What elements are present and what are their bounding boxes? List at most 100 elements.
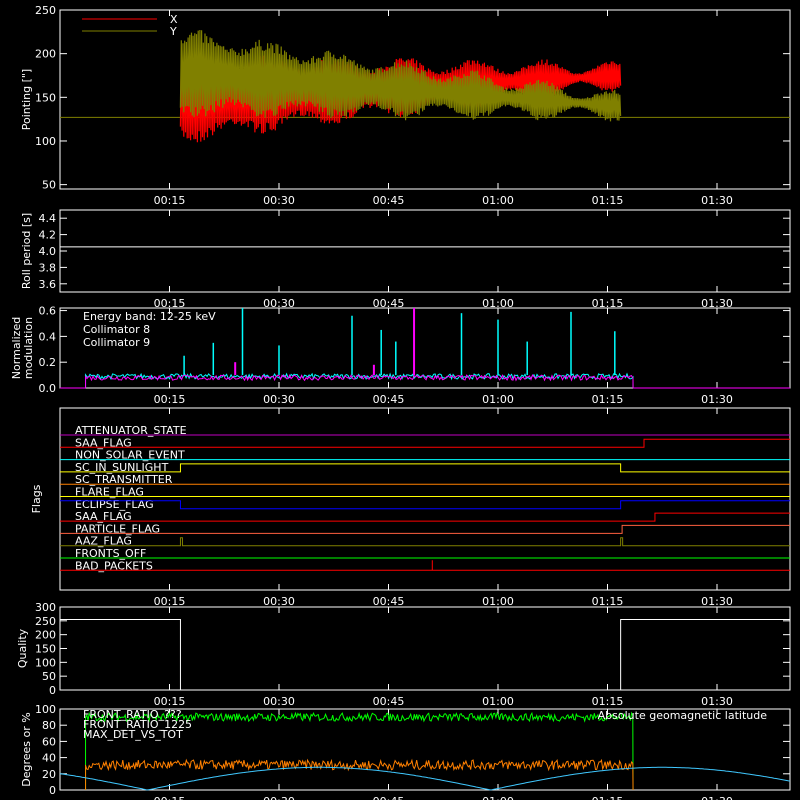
- y-axis-label: Normalized: [10, 317, 23, 379]
- flag-label: SAA_FLAG: [75, 510, 132, 523]
- x-tick-label: 01:15: [592, 393, 624, 406]
- flag-label: PARTICLE_FLAG: [75, 522, 160, 535]
- flag-label: FLARE_FLAG: [75, 486, 144, 499]
- x-tick-label: 00:30: [263, 795, 295, 800]
- y-tick-label: 60: [42, 735, 56, 748]
- x-tick-label: 00:15: [154, 297, 186, 310]
- y-tick-label: 0.4: [39, 330, 57, 343]
- panel-frame-5: [59, 708, 791, 791]
- y-tick-label: 0.0: [39, 382, 57, 395]
- x-tick-label: 01:00: [482, 194, 514, 207]
- flag-label: FRONTS_OFF: [75, 547, 146, 560]
- y-tick-label: 250: [35, 4, 56, 17]
- y-tick-label: 50: [42, 670, 56, 683]
- legend-label: MAX_DET_VS_TOT: [83, 728, 183, 741]
- x-tick-label: 01:15: [592, 595, 624, 608]
- flag-label: SAA_FLAG: [75, 436, 132, 449]
- quality-line: [60, 618, 790, 691]
- y-axis-label: Degrees or %: [20, 712, 33, 786]
- y-tick-label: 0.2: [39, 356, 57, 369]
- y-tick-label: 250: [35, 615, 56, 628]
- x-tick-label: 00:30: [263, 194, 295, 207]
- y-axis-label: modulation: [22, 317, 35, 379]
- flag-label: SC_TRANSMITTER: [75, 473, 173, 486]
- x-tick-label: 00:45: [373, 393, 405, 406]
- panel-frame-0: [59, 9, 791, 190]
- collimator-9-line: [84, 373, 634, 389]
- y-tick-label: 100: [35, 656, 56, 669]
- x-tick-label: 01:00: [482, 393, 514, 406]
- x-tick-label: 00:15: [154, 194, 186, 207]
- x-tick-label: 01:15: [592, 695, 624, 708]
- x-tick-label: 01:15: [592, 194, 624, 207]
- legend-label: FRONT_RATIO_1225: [83, 718, 192, 731]
- y-axis-label: Roll period [s]: [20, 213, 33, 289]
- flag-label: SC_IN_SUNLIGHT: [75, 461, 169, 474]
- x-tick-label: 00:15: [154, 595, 186, 608]
- x-tick-label: 01:00: [482, 795, 514, 800]
- panel-frame-1: [59, 209, 791, 293]
- x-tick-label: 01:00: [482, 695, 514, 708]
- x-tick-label: 01:00: [482, 297, 514, 310]
- series-y-line: [179, 29, 622, 122]
- flag-line: [60, 524, 790, 534]
- y-tick-label: 100: [35, 703, 56, 716]
- x-tick-label: 00:15: [154, 393, 186, 406]
- panel-frame-3: [59, 407, 791, 591]
- flag-line: [60, 537, 790, 547]
- x-tick-label: 01:30: [701, 795, 733, 800]
- x-tick-label: 01:00: [482, 595, 514, 608]
- collimator-8-legend: Collimator 8: [83, 323, 150, 336]
- flag-label: BAD_PACKETS: [75, 559, 153, 572]
- y-tick-label: 4.2: [39, 229, 57, 242]
- y-axis-label: Pointing ["]: [20, 69, 33, 130]
- geomagnetic-latitude-line: [59, 766, 791, 791]
- x-tick-label: 00:45: [373, 795, 405, 800]
- y-tick-label: 150: [35, 91, 56, 104]
- y-axis-label: Flags: [30, 484, 43, 513]
- y-tick-label: 80: [42, 719, 56, 732]
- x-tick-label: 00:45: [373, 595, 405, 608]
- y-tick-label: 40: [42, 752, 56, 765]
- energy-band-annotation: Energy band: 12-25 keV: [83, 310, 216, 323]
- legend-label: Y: [169, 25, 177, 38]
- x-tick-label: 01:15: [592, 795, 624, 800]
- x-tick-label: 00:45: [373, 194, 405, 207]
- x-tick-label: 00:30: [263, 695, 295, 708]
- y-tick-label: 3.6: [39, 278, 57, 291]
- y-tick-label: 100: [35, 135, 56, 148]
- x-tick-label: 01:15: [592, 297, 624, 310]
- flag-label: AAZ_FLAG: [75, 535, 132, 548]
- y-tick-label: 50: [42, 179, 56, 192]
- x-tick-label: 00:30: [263, 297, 295, 310]
- y-axis-label: Quality: [16, 628, 29, 668]
- y-tick-label: 0: [49, 684, 56, 697]
- flag-line: [60, 500, 790, 510]
- x-tick-label: 01:30: [701, 695, 733, 708]
- max-det-line: [84, 758, 634, 791]
- front-ratio-line: [85, 711, 634, 791]
- flag-line: [60, 463, 790, 473]
- y-tick-label: 4.0: [39, 245, 57, 258]
- x-tick-label: 00:45: [373, 695, 405, 708]
- collimator-9-legend: Collimator 9: [83, 336, 150, 349]
- legend-label: X: [170, 13, 178, 26]
- legend-label: FRONT_RATIO_???: [83, 708, 182, 721]
- x-tick-label: 00:45: [373, 297, 405, 310]
- flag-label: ATTENUATOR_STATE: [75, 424, 187, 437]
- y-tick-label: 300: [35, 601, 56, 614]
- flag-label: ECLIPSE_FLAG: [75, 498, 154, 511]
- y-tick-label: 3.8: [39, 261, 57, 274]
- flag-label: NON_SOLAR_EVENT: [75, 449, 185, 462]
- x-tick-label: 00:30: [263, 595, 295, 608]
- y-tick-label: 20: [42, 768, 56, 781]
- x-tick-label: 01:30: [701, 297, 733, 310]
- x-tick-label: 00:15: [154, 795, 186, 800]
- flag-line: [60, 560, 790, 571]
- panel-frame-2: [59, 307, 791, 389]
- collimator-8-line: [84, 372, 634, 389]
- y-tick-label: 0.6: [39, 305, 57, 318]
- x-tick-label: 01:30: [701, 194, 733, 207]
- y-tick-label: 200: [35, 629, 56, 642]
